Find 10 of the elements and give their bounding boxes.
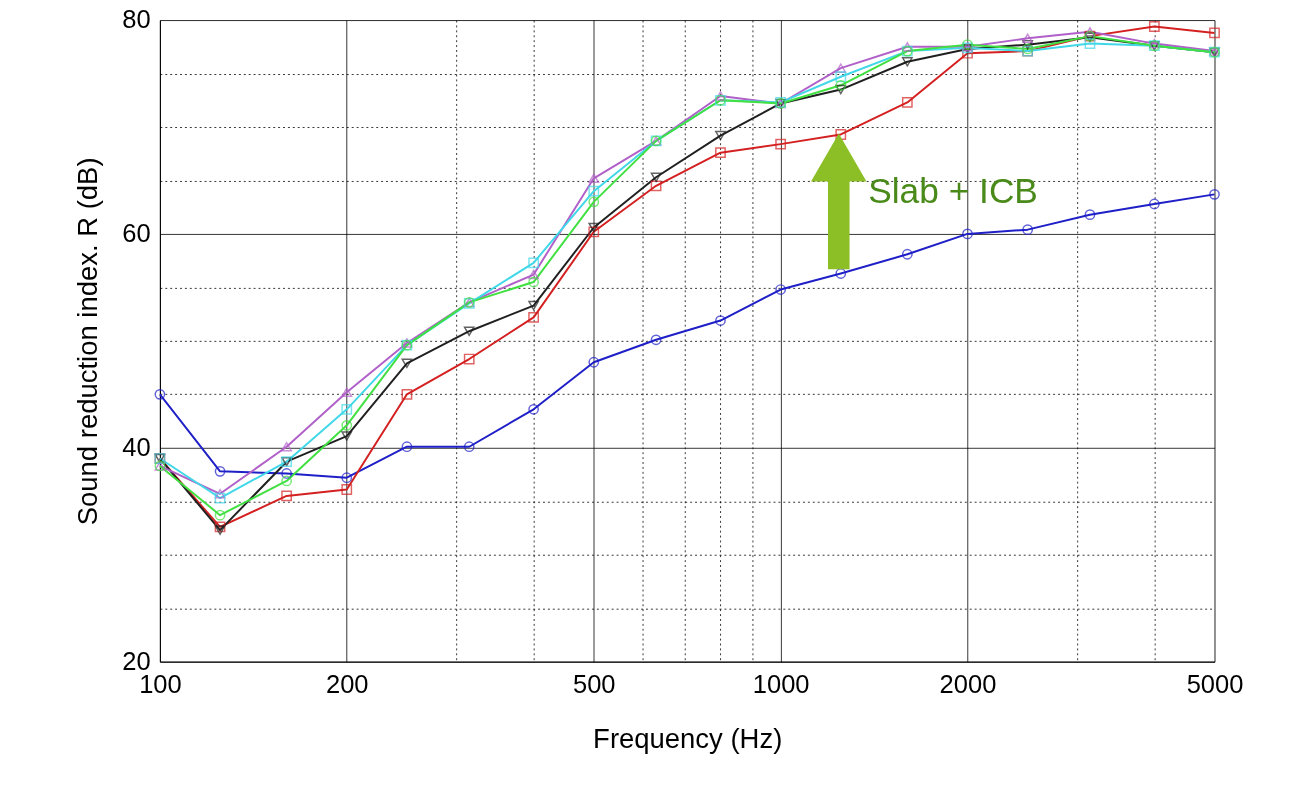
x-axis-title: Frequency (Hz) [593,723,783,755]
x-tick-label: 200 [325,669,369,698]
y-tick-label: 80 [122,5,151,34]
x-tick-label: 500 [572,669,616,698]
y-tick-label: 60 [122,219,151,248]
x-tick-label: 1000 [752,669,810,698]
x-tick-label: 2000 [939,669,997,698]
y-axis-title: Sound reduction index. R (dB) [71,157,103,526]
x-tick-label: 5000 [1186,669,1244,698]
y-tick-label: 40 [122,433,151,462]
